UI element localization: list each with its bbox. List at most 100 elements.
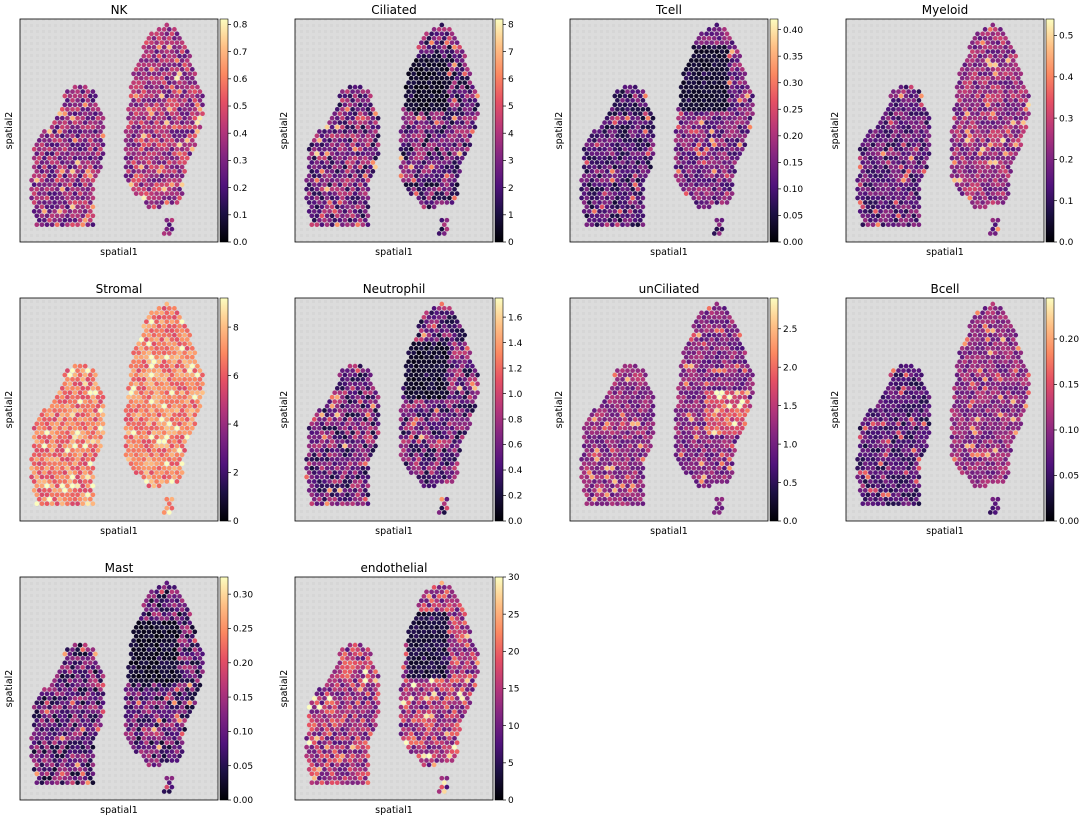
spot — [686, 98, 692, 103]
spot — [604, 115, 610, 121]
spot — [870, 151, 876, 157]
spot — [436, 186, 442, 192]
spot — [706, 133, 712, 139]
spot — [429, 434, 434, 440]
spot — [85, 501, 91, 507]
spot — [739, 111, 745, 117]
spot — [924, 129, 929, 134]
spot — [62, 182, 68, 188]
spot — [90, 98, 96, 103]
spot — [452, 98, 457, 103]
spot — [72, 111, 78, 117]
spot — [362, 146, 368, 152]
spot — [82, 434, 88, 440]
spot — [1008, 44, 1013, 50]
spot — [896, 160, 901, 165]
spot — [172, 350, 177, 356]
spot — [161, 115, 167, 121]
spot — [980, 58, 985, 63]
spot — [365, 421, 371, 427]
spot — [462, 403, 468, 409]
spot — [87, 173, 93, 179]
spot — [959, 111, 965, 117]
spot — [421, 385, 427, 391]
spot — [172, 377, 177, 382]
spot — [464, 417, 470, 422]
spot — [322, 182, 327, 188]
spot — [714, 120, 720, 125]
spot — [589, 151, 595, 157]
spot — [138, 182, 144, 188]
spot — [128, 93, 134, 99]
spot — [182, 151, 187, 157]
spot — [54, 133, 60, 139]
spot — [1013, 106, 1019, 112]
spot — [357, 417, 363, 422]
spot — [345, 421, 350, 427]
spot — [1003, 106, 1008, 112]
spot — [131, 359, 136, 365]
colorbar-tick-label: 6 — [233, 372, 239, 382]
spot — [350, 368, 355, 373]
spot — [888, 102, 894, 108]
spot — [332, 217, 338, 223]
spot — [403, 111, 409, 117]
spot — [85, 377, 91, 382]
spot — [411, 456, 417, 462]
spot — [177, 169, 182, 174]
spot — [93, 164, 98, 170]
spot — [324, 448, 330, 453]
spot — [159, 328, 165, 333]
spot — [896, 204, 901, 210]
spot — [154, 310, 159, 316]
spot — [998, 177, 1003, 183]
spot — [990, 173, 996, 179]
spot — [604, 151, 610, 157]
spot — [169, 93, 175, 99]
spot — [696, 195, 702, 201]
spot — [975, 40, 980, 46]
spot — [80, 195, 86, 201]
spot — [439, 328, 445, 333]
spot — [406, 71, 411, 77]
spot — [309, 195, 315, 201]
spot — [701, 106, 707, 112]
spot — [620, 98, 625, 103]
spot — [436, 151, 442, 157]
spot — [987, 124, 993, 130]
spot — [401, 115, 406, 121]
spot — [151, 439, 157, 444]
spot — [54, 430, 60, 436]
spot — [424, 363, 429, 369]
spot — [154, 111, 159, 117]
spot — [439, 22, 445, 28]
spot — [883, 173, 889, 179]
spot — [472, 403, 478, 409]
spot — [177, 323, 182, 329]
spot — [436, 430, 442, 436]
spot — [696, 204, 702, 210]
spot — [1005, 138, 1011, 143]
spot — [1000, 191, 1006, 196]
spot — [375, 142, 381, 148]
spot — [138, 390, 144, 396]
spot — [67, 434, 73, 440]
spot — [65, 465, 70, 471]
spot — [992, 222, 998, 228]
spot — [357, 209, 363, 214]
spot — [75, 195, 80, 201]
spot — [878, 173, 883, 179]
spot — [403, 381, 409, 387]
spot — [954, 138, 960, 143]
spot — [164, 40, 170, 46]
spot — [694, 155, 699, 161]
spot — [141, 169, 147, 174]
spot — [470, 111, 475, 117]
spot — [131, 106, 136, 112]
spot — [350, 385, 355, 391]
spot — [449, 417, 455, 422]
spot — [579, 186, 584, 192]
spot — [128, 182, 134, 188]
spot — [123, 425, 129, 431]
spot — [166, 151, 172, 157]
